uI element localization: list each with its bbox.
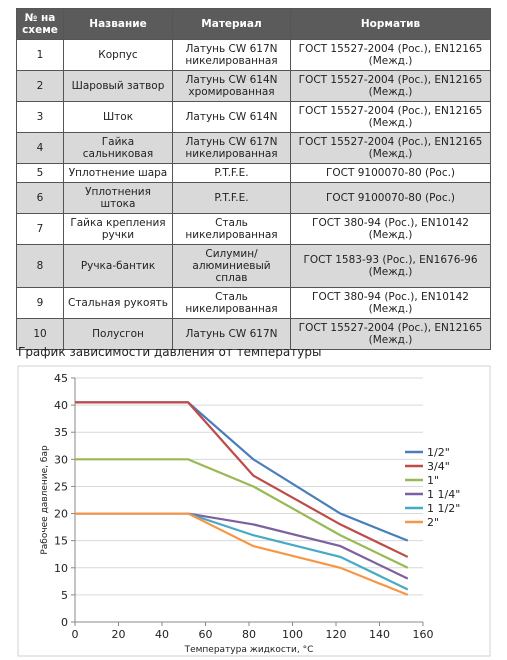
table-cell: Латунь CW 617N xyxy=(172,318,291,350)
x-tick-label: 40 xyxy=(155,628,169,641)
table-cell: Корпус xyxy=(63,39,173,71)
table-cell: Шток xyxy=(63,101,173,133)
x-axis-label: Температура жидкости, °С xyxy=(184,645,314,655)
table-cell: ГОСТ 15527-2004 (Рос.), EN12165 (Межд.) xyxy=(290,101,491,133)
table-row: 10 Полусгон Латунь CW 617N ГОСТ 15527-2004 … xyxy=(16,318,491,350)
table-cell: Латунь CW 614N xyxy=(172,101,291,133)
x-tick-label: 160 xyxy=(413,628,434,641)
y-tick-label: 25 xyxy=(54,480,68,493)
y-tick-label: 30 xyxy=(54,453,68,466)
y-axis-label: Рабочее давление, бар xyxy=(40,445,50,555)
x-tick-label: 140 xyxy=(369,628,390,641)
series-line xyxy=(75,401,409,542)
table-cell: P.T.F.E. xyxy=(172,182,291,214)
table-cell: ГОСТ 15527-2004 (Рос.), EN12165 (Межд.) xyxy=(290,132,491,164)
table-cell: 5 xyxy=(16,163,64,183)
table-cell: ГОСТ 15527-2004 (Рос.), EN12165 (Межд.) xyxy=(290,70,491,102)
table-cell: 6 xyxy=(16,182,64,214)
series-line xyxy=(75,512,409,596)
legend-label: 2" xyxy=(427,516,439,529)
y-tick-label: 0 xyxy=(61,616,68,629)
table-row: 9 Стальная рукоять Сталь никелированная ГОС… xyxy=(16,287,491,319)
spec-table: № на схеме Название Материал Норматив 1 Корп… xyxy=(16,8,491,350)
table-cell: Латунь CW 617N никелированная xyxy=(172,132,291,164)
table-row: 6 Уплотнения штока P.T.F.E. ГОСТ 9100070-80… xyxy=(16,182,491,214)
table-cell: Сталь никелированная xyxy=(172,287,291,319)
table-cell: ГОСТ 9100070-80 (Рос.) xyxy=(290,163,491,183)
table-cell: Силумин/ алюминиевый сплав xyxy=(172,244,291,288)
table-cell: P.T.F.E. xyxy=(172,163,291,183)
table-cell: Шаровый затвор xyxy=(63,70,173,102)
header-cell: Материал xyxy=(172,8,291,40)
table-cell: Стальная рукоять xyxy=(63,287,173,319)
table-cell: 2 xyxy=(16,70,64,102)
table-cell: Сталь никелированная xyxy=(172,213,291,245)
y-tick-label: 15 xyxy=(54,535,68,548)
chart-frame xyxy=(17,365,491,657)
series-line xyxy=(75,512,409,591)
y-tick-label: 5 xyxy=(61,589,68,602)
legend-label: 1 1/2" xyxy=(427,502,460,515)
table-cell: Латунь CW 614N хромированная xyxy=(172,70,291,102)
x-tick-label: 20 xyxy=(112,628,126,641)
y-tick-label: 10 xyxy=(54,562,68,575)
header-cell: Норматив xyxy=(290,8,491,40)
table-row: 2 Шаровый затвор Латунь CW 614N хромирован… xyxy=(16,70,491,102)
y-tick-label: 45 xyxy=(54,372,68,385)
x-tick-label: 120 xyxy=(326,628,347,641)
table-row: 8 Ручка-бантик Силумин/ алюминиевый сплав Г… xyxy=(16,244,491,288)
table-cell: 9 xyxy=(16,287,64,319)
table-cell: Уплотнение шара xyxy=(63,163,173,183)
header-cell: Название xyxy=(63,8,173,40)
table-cell: ГОСТ 380-94 (Рос.), EN10142 (Межд.) xyxy=(290,213,491,245)
y-tick-label: 40 xyxy=(54,399,68,412)
table-row: 7 Гайка крепления ручки Сталь никелированн… xyxy=(16,213,491,245)
table-cell: Гайка крепления ручки xyxy=(63,213,173,245)
table-cell: Гайка сальниковая xyxy=(63,132,173,164)
table-row: 1 Корпус Латунь CW 617N никелированная ГОСТ… xyxy=(16,39,491,71)
legend-label: 1" xyxy=(427,474,439,487)
x-tick-label: 0 xyxy=(72,628,79,641)
table-cell: ГОСТ 15527-2004 (Рос.), EN12165 (Межд.) xyxy=(290,39,491,71)
table-cell: Уплотнения штока xyxy=(63,182,173,214)
x-tick-label: 100 xyxy=(282,628,303,641)
legend-label: 3/4" xyxy=(427,460,450,473)
series-line xyxy=(75,401,409,558)
table-cell: 3 xyxy=(16,101,64,133)
table-cell: 1 xyxy=(16,39,64,71)
table-cell: Ручка-бантик xyxy=(63,244,173,288)
x-tick-label: 80 xyxy=(242,628,256,641)
chart-heading: График зависимости давления от температу… xyxy=(18,345,322,359)
legend-label: 1/2" xyxy=(427,446,450,459)
table-cell: ГОСТ 1583-93 (Рос.), EN1676-96 (Межд.) xyxy=(290,244,491,288)
table-row: 4 Гайка сальниковая Латунь CW 617N никелир… xyxy=(16,132,491,164)
x-tick-label: 60 xyxy=(199,628,213,641)
table-row: 3 Шток Латунь CW 614N ГОСТ 15527-2004 (Рос.… xyxy=(16,101,491,133)
table-cell: 7 xyxy=(16,213,64,245)
y-tick-label: 20 xyxy=(54,508,68,521)
table-cell: 8 xyxy=(16,244,64,288)
table-cell: ГОСТ 380-94 (Рос.), EN10142 (Межд.) xyxy=(290,287,491,319)
table-cell: 10 xyxy=(16,318,64,350)
header-cell: № на схеме xyxy=(16,8,64,40)
table-cell: ГОСТ 15527-2004 (Рос.), EN12165 (Межд.) xyxy=(290,318,491,350)
table-row: 5 Уплотнение шара P.T.F.E. ГОСТ 9100070-80 … xyxy=(16,163,491,183)
table-cell: ГОСТ 9100070-80 (Рос.) xyxy=(290,182,491,214)
series-line xyxy=(75,458,409,569)
table-cell: Латунь CW 617N никелированная xyxy=(172,39,291,71)
legend-label: 1 1/4" xyxy=(427,488,460,501)
y-tick-label: 35 xyxy=(54,426,68,439)
series-line xyxy=(75,512,409,580)
chart: 0 5 10 15 20 25 30 35 40 45 0 20 40 60 80 100 120 140 160 Т… xyxy=(17,365,491,657)
table-cell: 4 xyxy=(16,132,64,164)
